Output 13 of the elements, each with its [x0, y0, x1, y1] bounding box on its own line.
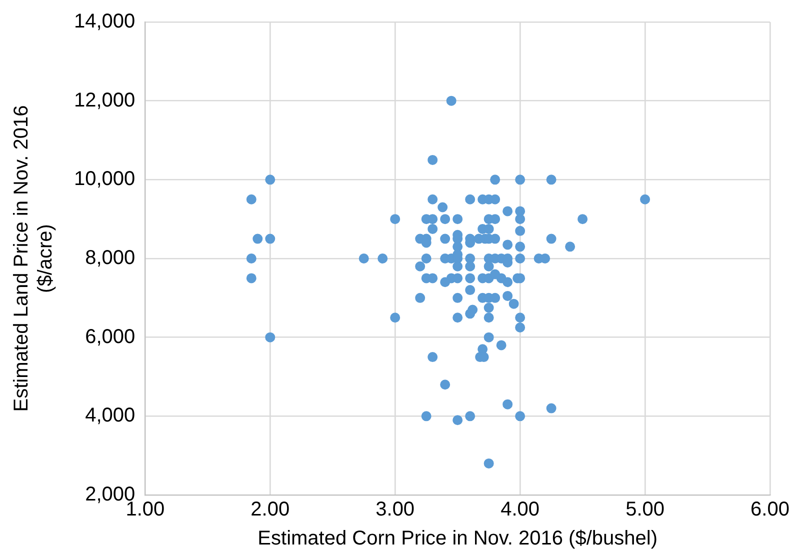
x-tick-label: 4.00	[500, 498, 540, 521]
x-tick-label: 6.00	[750, 498, 790, 521]
y-tick-label: 12,000	[74, 89, 136, 112]
y-tick-label: 14,000	[74, 10, 136, 33]
y-tick-label: 8,000	[85, 247, 136, 270]
x-tick-label: 5.00	[626, 498, 665, 521]
y-tick-label: 4,000	[85, 404, 136, 427]
x-axis-title: Estimated Corn Price in Nov. 2016 ($/bushel)	[258, 528, 658, 550]
x-tick-label: 2.00	[250, 498, 290, 521]
y-tick-label: 6,000	[85, 326, 136, 348]
y-axis-title: Estimated Land Price in Nov. 2016 ($/acre)	[10, 105, 57, 412]
y-tick-label: 10,000	[74, 168, 136, 190]
x-tick-label: 3.00	[376, 498, 415, 521]
